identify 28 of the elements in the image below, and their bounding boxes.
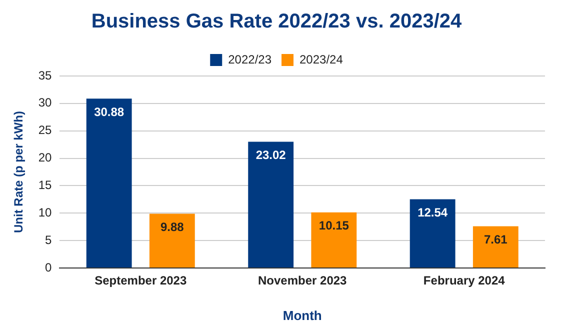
- bar: [86, 98, 132, 268]
- data-label: 9.88: [160, 220, 184, 234]
- data-label: 7.61: [484, 232, 508, 247]
- bar: [149, 214, 195, 268]
- bar: [311, 212, 357, 268]
- data-label: 10.15: [318, 218, 350, 233]
- legend-label: 2022/23: [228, 52, 272, 66]
- bar: [248, 142, 294, 268]
- chart-title: Business Gas Rate 2022/23 vs. 2023/24: [91, 10, 462, 33]
- x-axis-title: Month: [282, 308, 322, 323]
- y-tick-label: 5: [45, 232, 52, 247]
- y-tick-label: 20: [38, 150, 52, 165]
- bar: [472, 226, 518, 268]
- y-tick-label: 30: [38, 96, 52, 110]
- x-tick-label: November 2023: [258, 274, 348, 288]
- data-label: 12.54: [418, 206, 448, 220]
- x-tick-label: February 2024: [423, 274, 506, 288]
- y-tick-label: 35: [38, 68, 52, 82]
- data-label: 30.88: [94, 104, 124, 119]
- y-tick-label: 25: [38, 123, 52, 138]
- x-tick-label: September 2023: [94, 274, 187, 288]
- legend-label: 2023/24: [300, 52, 344, 66]
- bar: [410, 199, 456, 268]
- y-axis-title: Unit Rate (p per kWh): [12, 111, 26, 233]
- y-tick-label: 0: [45, 260, 52, 274]
- y-tick-label: 15: [38, 178, 52, 192]
- data-label: 23.02: [256, 148, 286, 162]
- y-tick-label: 10: [38, 205, 52, 220]
